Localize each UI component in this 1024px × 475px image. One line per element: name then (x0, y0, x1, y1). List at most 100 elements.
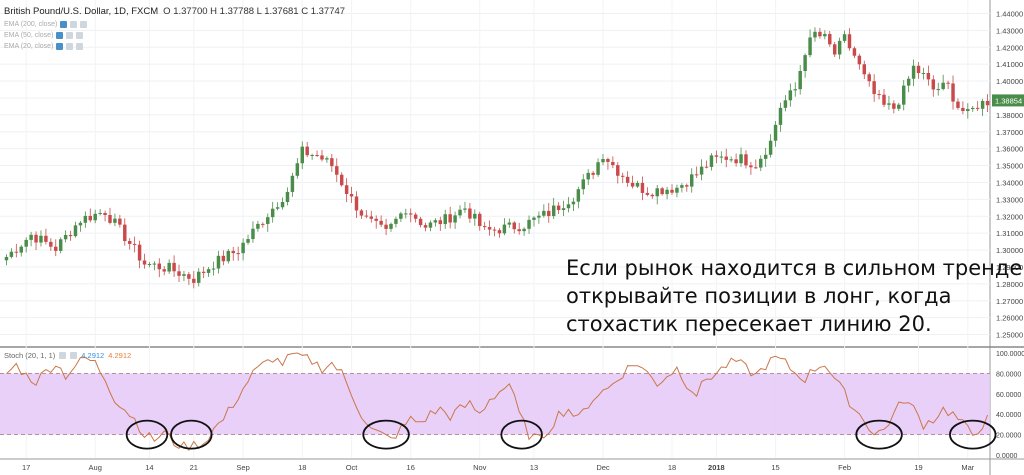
eye-icon[interactable] (56, 32, 64, 39)
candle-body (522, 228, 526, 232)
crossing-circle (170, 419, 213, 450)
candle-body (887, 103, 891, 105)
stoch-tick-label: 80.0000 (996, 371, 1021, 378)
settings-icon[interactable] (70, 21, 78, 28)
candle-body (374, 218, 378, 221)
price-tick-label: 1.32000 (996, 212, 1023, 221)
candle-body (78, 222, 83, 226)
indicator-row-ema200[interactable]: EMA (200, close) (4, 21, 88, 28)
candle-body (369, 216, 374, 219)
candle-body (808, 37, 812, 56)
candle-body (73, 225, 78, 237)
time-tick-label: 21 (190, 463, 198, 472)
candle-body (527, 219, 531, 229)
close-icon[interactable] (76, 43, 84, 50)
candle-body (507, 222, 512, 225)
eye-icon[interactable] (56, 43, 64, 50)
settings-icon[interactable] (66, 43, 74, 50)
candle-body (63, 235, 68, 240)
close-icon[interactable] (70, 352, 78, 359)
indicator-label: EMA (20, close) (4, 43, 54, 50)
time-tick-label: 13 (530, 463, 538, 472)
stoch-label[interactable]: Stoch (20, 1, 1) (4, 351, 56, 360)
candle-body (847, 34, 852, 49)
candle-body (157, 263, 162, 270)
candle-body (132, 243, 137, 245)
settings-icon[interactable] (66, 32, 74, 39)
candle-body (54, 246, 58, 251)
time-tick-label: Feb (838, 463, 851, 472)
candle-body (211, 268, 216, 270)
candle-body (68, 235, 73, 237)
time-tick-label: 19 (914, 463, 922, 472)
candle-body (547, 210, 551, 217)
candle-body (832, 44, 837, 55)
candle-body (892, 103, 896, 109)
candles (4, 27, 990, 289)
time-tick-label: 17 (22, 463, 30, 472)
candle-body (867, 74, 871, 82)
candle-body (231, 250, 235, 254)
candle-body (14, 251, 19, 253)
candle-body (216, 255, 221, 269)
candle-body (123, 224, 127, 242)
candle-body (694, 174, 699, 176)
candle-body (675, 187, 679, 193)
candle-body (537, 215, 541, 218)
candle-body (300, 146, 304, 164)
price-tick-label: 1.43000 (996, 26, 1023, 35)
candle-body (931, 79, 936, 90)
time-tick-label: 16 (407, 463, 415, 472)
candle-body (606, 159, 610, 162)
candle-body (4, 256, 9, 261)
price-tick-label: 1.37000 (996, 128, 1023, 137)
last-price-marker (992, 94, 1024, 107)
candle-body (315, 155, 319, 157)
candle-body (561, 208, 566, 211)
candle-body (280, 201, 285, 208)
time-tick-label: 18 (668, 463, 676, 472)
candle-body (897, 104, 901, 109)
candle-body (532, 217, 536, 220)
candle-body (759, 158, 763, 168)
candle-body (270, 208, 275, 218)
price-tick-label: 1.41000 (996, 60, 1023, 69)
indicator-row-ema20[interactable]: EMA (20, close) (4, 43, 84, 50)
candle-body (877, 94, 881, 96)
candle-body (24, 239, 28, 247)
candle-body (487, 227, 492, 230)
indicator-row-ema50[interactable]: EMA (50, close) (4, 32, 84, 39)
candle-body (58, 239, 63, 251)
candle-body (473, 213, 477, 219)
symbol-title[interactable]: British Pound/U.S. Dollar, 1D, FXCM (4, 6, 159, 17)
candle-body (241, 242, 245, 254)
close-icon[interactable] (76, 32, 84, 39)
time-tick-label: Oct (346, 463, 359, 472)
candle-body (665, 189, 669, 195)
candle-body (103, 213, 107, 216)
price-tick-label: 1.30000 (996, 246, 1023, 255)
candle-body (837, 40, 842, 55)
candle-body (246, 239, 250, 243)
close-icon[interactable] (80, 21, 88, 28)
candle-body (916, 65, 921, 74)
price-tick-label: 1.29000 (996, 263, 1023, 272)
indicator-label: EMA (200, close) (4, 21, 58, 28)
time-tick-label: 2018 (708, 463, 725, 472)
candle-body (49, 241, 53, 247)
eye-icon[interactable] (60, 21, 68, 28)
candle-body (261, 223, 265, 225)
time-tick-label: 18 (298, 463, 306, 472)
candle-body (310, 155, 314, 157)
time-tick-label: Dec (596, 463, 610, 472)
candle-body (394, 218, 398, 224)
stoch-tick-label: 20.0000 (996, 433, 1021, 440)
candle-body (788, 90, 793, 101)
candle-body (497, 230, 502, 234)
candle-body (443, 214, 447, 225)
candle-body (571, 201, 576, 205)
candle-body (492, 229, 497, 231)
price-tick-label: 1.25000 (996, 331, 1023, 340)
settings-icon[interactable] (59, 352, 67, 359)
